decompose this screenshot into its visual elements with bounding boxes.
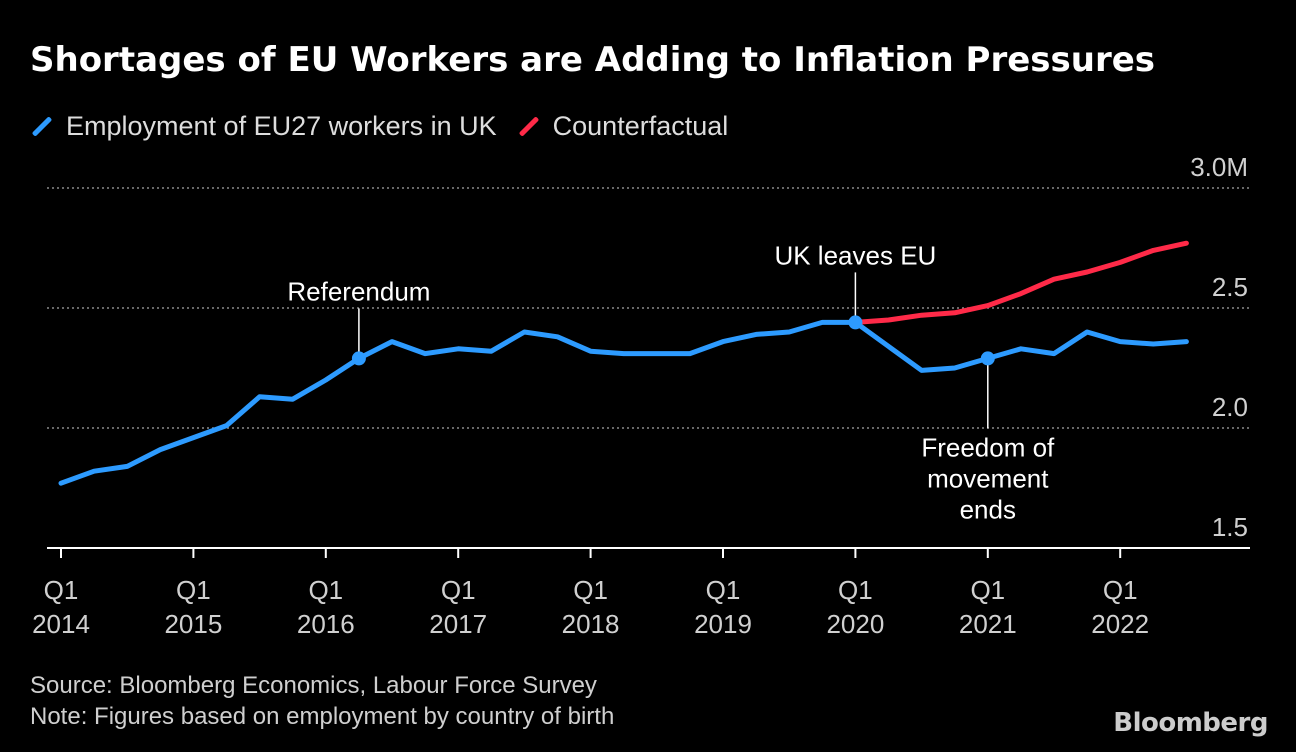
y-tick-label: 1.5	[1212, 512, 1248, 542]
x-tick-label-quarter: Q1	[838, 575, 873, 605]
x-tick-label-year: 2020	[826, 609, 884, 639]
x-tick-label-year: 2021	[959, 609, 1017, 639]
annotation-label: Freedom of	[921, 432, 1055, 462]
x-tick-label-quarter: Q1	[44, 575, 79, 605]
bloomberg-logo: Bloomberg	[1113, 708, 1268, 738]
annotation-label: ends	[960, 494, 1016, 524]
source-note: Source: Bloomberg Economics, Labour Forc…	[30, 672, 597, 699]
x-tick-label-quarter: Q1	[441, 575, 476, 605]
annotation-label: UK leaves EU	[774, 240, 936, 270]
legend-item-counterfactual: Counterfactual	[517, 110, 729, 142]
annotation-marker	[848, 315, 863, 330]
x-tick-label-year: 2017	[429, 609, 487, 639]
legend-label-counterfactual: Counterfactual	[552, 110, 729, 141]
series-line-employment	[58, 319, 1189, 486]
chart-title: Shortages of EU Workers are Adding to In…	[30, 40, 1156, 80]
y-tick-label: 2.5	[1212, 272, 1248, 302]
x-tick-label-year: 2018	[562, 609, 620, 639]
footnote: Note: Figures based on employment by cou…	[30, 703, 615, 730]
x-tick-label-year: 2015	[164, 609, 222, 639]
legend: Employment of EU27 workers in UK Counter…	[30, 106, 748, 146]
x-tick-label-quarter: Q1	[1103, 575, 1138, 605]
x-tick-label-quarter: Q1	[573, 575, 608, 605]
annotation-label: movement	[927, 463, 1049, 493]
legend-label-employment: Employment of EU27 workers in UK	[66, 110, 497, 141]
series-line-counterfactual	[852, 240, 1189, 325]
x-tick-label-year: 2022	[1091, 609, 1149, 639]
x-tick-label-quarter: Q1	[176, 575, 211, 605]
x-tick-label-year: 2019	[694, 609, 752, 639]
annotation-marker	[980, 351, 995, 366]
x-tick-label-year: 2016	[297, 609, 355, 639]
annotation-label: Referendum	[287, 276, 430, 306]
x-tick-label-quarter: Q1	[308, 575, 343, 605]
y-tick-label: 3.0M	[1190, 152, 1248, 182]
x-tick-label-quarter: Q1	[706, 575, 741, 605]
footer: Source: Bloomberg Economics, Labour Forc…	[30, 670, 614, 732]
annotation-marker	[351, 351, 366, 366]
x-tick-label-year: 2014	[32, 609, 90, 639]
legend-item-employment: Employment of EU27 workers in UK	[30, 111, 497, 142]
y-tick-label: 2.0	[1212, 392, 1248, 422]
x-tick-label-quarter: Q1	[970, 575, 1005, 605]
